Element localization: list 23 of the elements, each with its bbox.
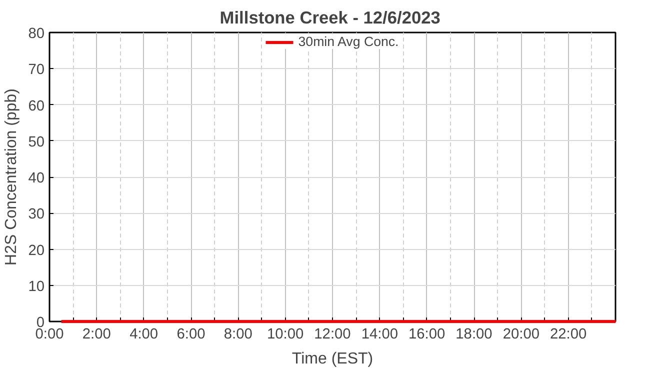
y-axis-title: H2S Concentration (ppb) <box>3 88 20 266</box>
y-tick-label: 50 <box>28 134 45 150</box>
y-tick-label: 40 <box>28 170 45 186</box>
y-tick-label: 60 <box>28 98 45 114</box>
y-tick-label: 70 <box>28 62 45 78</box>
x-tick-label: 12:00 <box>314 326 351 342</box>
chart-title: Millstone Creek - 12/6/2023 <box>220 8 441 28</box>
x-tick-label: 8:00 <box>224 326 252 342</box>
x-tick-label: 6:00 <box>176 326 206 342</box>
x-tick-label: 22:00 <box>550 326 587 342</box>
y-tick-label: 80 <box>28 26 45 42</box>
y-tick-label: 20 <box>28 242 45 259</box>
y-tick-label: 30 <box>28 206 45 223</box>
x-axis-title: Time (EST) <box>292 350 374 368</box>
y-tick-label: 10 <box>28 278 45 295</box>
x-tick-label: 18:00 <box>456 326 492 342</box>
x-tick-label: 14:00 <box>361 326 398 342</box>
x-tick-label: 20:00 <box>502 326 540 342</box>
legend-label: 30min Avg Conc. <box>298 34 399 49</box>
x-tick-label: 16:00 <box>408 326 446 342</box>
x-tick-label: 10:00 <box>266 326 304 342</box>
x-tick-label: 2:00 <box>82 326 111 342</box>
x-tick-label: 4:00 <box>130 326 158 342</box>
